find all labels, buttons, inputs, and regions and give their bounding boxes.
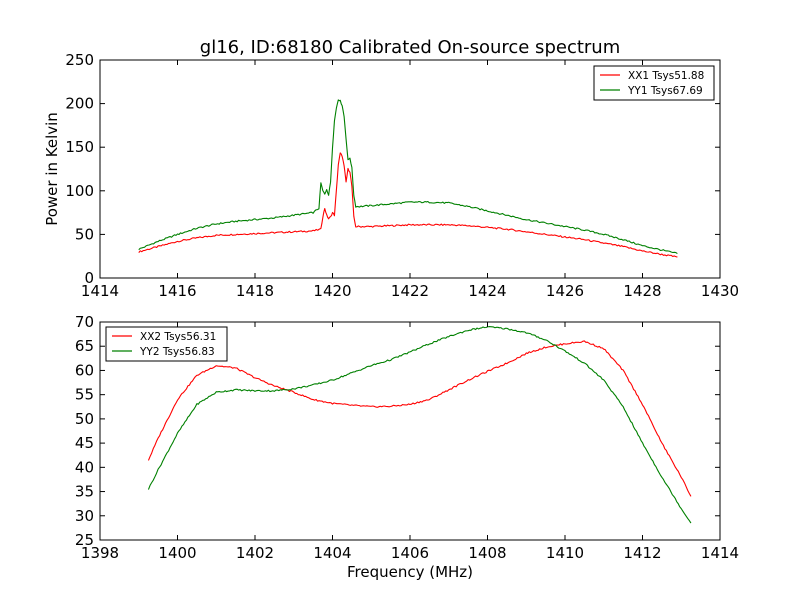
legend: XX1 Tsys51.88 YY1 Tsys67.69 [593,65,715,101]
x-tick-label: 1406 [391,544,429,562]
x-tick-label: 1410 [546,544,584,562]
bottom-xlabel: Frequency (MHz) [347,563,473,581]
x-tick-label: 1430 [701,282,739,300]
legend-label: XX2 Tsys56.31 [140,331,216,343]
y-tick-label: 45 [75,434,94,452]
y-tick-label: 100 [65,182,94,200]
x-tick-label: 1404 [313,544,351,562]
series-line-2 [138,99,678,255]
x-tick-label: 1414 [701,544,739,562]
chart-title: gl16, ID:68180 Calibrated On-source spec… [200,37,620,58]
x-tick-label: 1424 [468,282,506,300]
top-plot: 1414 1416 1418 1420 1422 1424 1426 1428 1430 0 50 1… [65,51,739,300]
y-tick-label: 60 [75,361,94,379]
y-tick-label: 40 [75,458,94,476]
y-tick-label: 250 [65,51,94,69]
legend-label: YY1 Tsys67.69 [627,85,703,97]
x-tick-label: 1420 [313,282,351,300]
y-tick-label: 70 [75,313,94,331]
top-ylabel: Power in Kelvin [43,112,61,226]
y-tick-label: 55 [75,386,94,404]
legend-label: XX1 Tsys51.88 [628,70,704,82]
bottom-plot: 1398 1400 1402 1404 1406 1408 1410 1412 1414 25 30… [75,313,739,562]
legend-box [105,326,228,362]
x-tick-label: 1422 [391,282,429,300]
y-tick-label: 150 [65,138,94,156]
y-tick-label: 65 [75,337,94,355]
y-tick-label: 200 [65,95,94,113]
x-tick-label: 1426 [546,282,584,300]
x-tick-label: 1400 [158,544,196,562]
y-tick-label: 50 [75,225,94,243]
x-tick-label: 1428 [623,282,661,300]
y-tick-label: 0 [84,269,94,287]
x-tick-label: 1414 [81,282,119,300]
y-tick-label: 50 [75,410,94,428]
x-tick-label: 1402 [236,544,274,562]
x-tick-label: 1408 [468,544,506,562]
x-tick-label: 1412 [623,544,661,562]
legend-box [593,65,715,101]
series-line-1 [138,152,678,258]
x-tick-label: 1418 [236,282,274,300]
x-tick-label: 1416 [158,282,196,300]
x-tick-label: 1398 [81,544,119,562]
y-tick-label: 30 [75,507,94,525]
series-line-1 [147,340,692,497]
y-tick-label: 25 [75,531,94,549]
legend-label: YY2 Tsys56.83 [139,346,215,358]
legend: XX2 Tsys56.31 YY2 Tsys56.83 [105,326,228,362]
series-line-2 [147,326,692,524]
y-tick-label: 35 [75,483,94,501]
